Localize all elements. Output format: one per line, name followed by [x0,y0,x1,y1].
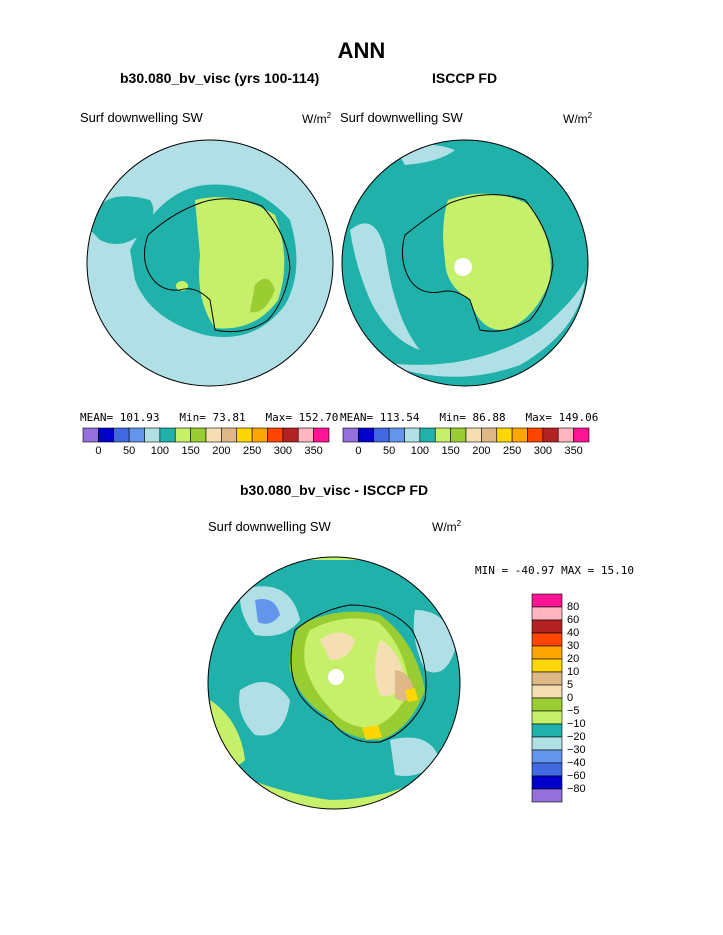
diff-colorbar-swatch [531,788,563,803]
diff-colorbar-swatch [531,736,563,751]
panel2-colorbar-tick-label: 300 [533,445,553,457]
panel2-band-light-2 [380,280,585,377]
diff-colorbar-swatch [531,710,563,725]
panel1-colorbar-tick-label: 0 [95,445,102,457]
diff-colorbar-tick-label: 0 [567,692,574,704]
diff-variable-label: Surf downwelling SW [208,519,331,534]
panel1-band-teal [90,196,154,244]
diff-light-patch-2 [413,610,455,673]
diff-units: W/m2 [432,519,462,534]
panel2-title: ISCCP FD [432,70,498,86]
panel1-variable-label: Surf downwelling SW [80,110,203,125]
panel2-stats: MEAN= 113.54 Min= 86.88 Max= 149.06 [340,411,599,424]
diff-colorbar-tick-label: −40 [567,757,586,769]
diff-colorbar-swatch [531,775,563,790]
panel2-colorbar-tick-label: 50 [383,445,396,457]
panel2-colorbar [342,427,590,443]
diff-colorbar [531,593,563,803]
figure-title: ANN [337,38,386,63]
panel1-colorbar [82,427,330,443]
panel1-title: b30.080_bv_visc (yrs 100-114) [120,70,320,86]
panel1-colorbar-tick-label: 200 [212,445,231,457]
panel1-colorbar-swatch [313,427,330,443]
panel2-units: W/m2 [563,111,593,126]
diff-colorbar-swatch [531,593,563,608]
panel2-map-border [341,139,589,387]
panel2-colorbar-tick-label: 200 [472,445,491,457]
panel1-colorbar-tick-label: 250 [242,445,262,457]
diff-colorbar-swatch [531,645,563,660]
panel1-colorbar-tick-label: 350 [304,445,323,457]
panel2-band-light-1 [350,223,420,350]
diff-light-patch-4 [390,737,440,776]
diff-colorbar-swatch [531,658,563,673]
diff-colorbar-tick-label: −10 [567,718,586,730]
diff-colorbar-tick-label: 20 [567,653,580,665]
diff-colorbar-swatch [531,762,563,777]
panel1-olive-patch [250,278,275,313]
diff-colorbar-swatch [531,749,563,764]
diff-colorbar-swatch [531,632,563,647]
diff-colorbar-tick-label: 60 [567,614,580,626]
diff-colorbar-tick-label: 30 [567,640,580,652]
diff-light-patch-3 [239,682,290,736]
panel2-colorbar-tick-label: 250 [502,445,522,457]
diff-colorbar-tick-label: 40 [567,627,580,639]
panel1-colorbar-tick-label: 50 [123,445,136,457]
diff-colorbar-swatch [531,671,563,686]
diff-colorbar-tick-label: −80 [567,783,586,795]
panel2-colorbar-swatch [573,427,590,443]
diff-pole-hole [328,669,344,685]
diff-yellow-patch-1 [405,688,418,702]
diff-colorbar-swatch [531,606,563,621]
panel2-colorbar-tick-label: 100 [410,445,430,457]
diff-colorbar-tick-label: −30 [567,744,586,756]
diff-colorbar-swatch [531,697,563,712]
panel1-map-border [86,139,334,387]
panel2-variable-label: Surf downwelling SW [340,110,463,125]
diff-coastline [290,604,427,743]
panel2-continent-green [443,193,551,331]
diff-colorbar-tick-label: −60 [567,770,586,782]
panel2-colorbar-tick-label: 150 [441,445,460,457]
panel1-coastline [144,198,291,333]
diff-colorbar-tick-label: 80 [567,601,580,613]
diff-colorbar-swatch [531,619,563,634]
panel1-stats: MEAN= 101.93 Min= 73.81 Max= 152.70 [80,411,339,424]
panel2-colorbar-tick-label: 0 [355,445,362,457]
diff-yellow-patch-2 [362,725,382,740]
panel1-colorbar-tick-label: 100 [150,445,170,457]
diff-stats: MIN = -40.97 MAX = 15.10 [475,564,634,577]
panel2-pole-hole [454,258,472,276]
diff-colorbar-swatch [531,684,563,699]
diff-colorbar-tick-label: −5 [567,705,580,717]
panel1-colorbar-tick-label: 300 [273,445,293,457]
diff-colorbar-tick-label: −20 [567,731,586,743]
diff-map-border [207,556,461,810]
diff-colorbar-tick-label: 10 [567,666,580,678]
diff-title: b30.080_bv_visc - ISCCP FD [240,482,429,498]
panel1-units: W/m2 [302,111,332,126]
diff-colorbar-tick-label: 5 [567,679,574,691]
diff-blue-patch [255,599,280,624]
panel2-coastline [401,194,554,332]
panel1-colorbar-tick-label: 150 [181,445,200,457]
diff-colorbar-swatch [531,723,563,738]
panel2-colorbar-tick-label: 350 [564,445,583,457]
diff-tan-patch-3 [320,632,355,660]
